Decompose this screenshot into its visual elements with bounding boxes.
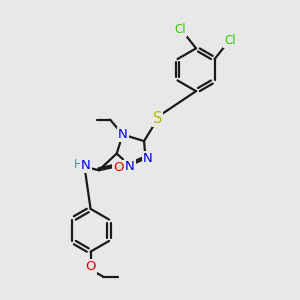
Text: N: N	[81, 159, 91, 172]
Text: S: S	[153, 111, 162, 126]
Text: N: N	[125, 160, 135, 173]
Text: N: N	[143, 152, 153, 165]
Text: Cl: Cl	[224, 34, 236, 47]
Text: O: O	[85, 260, 96, 273]
Text: N: N	[118, 128, 128, 141]
Text: H: H	[74, 158, 82, 171]
Text: O: O	[113, 161, 124, 174]
Text: Cl: Cl	[175, 23, 186, 36]
